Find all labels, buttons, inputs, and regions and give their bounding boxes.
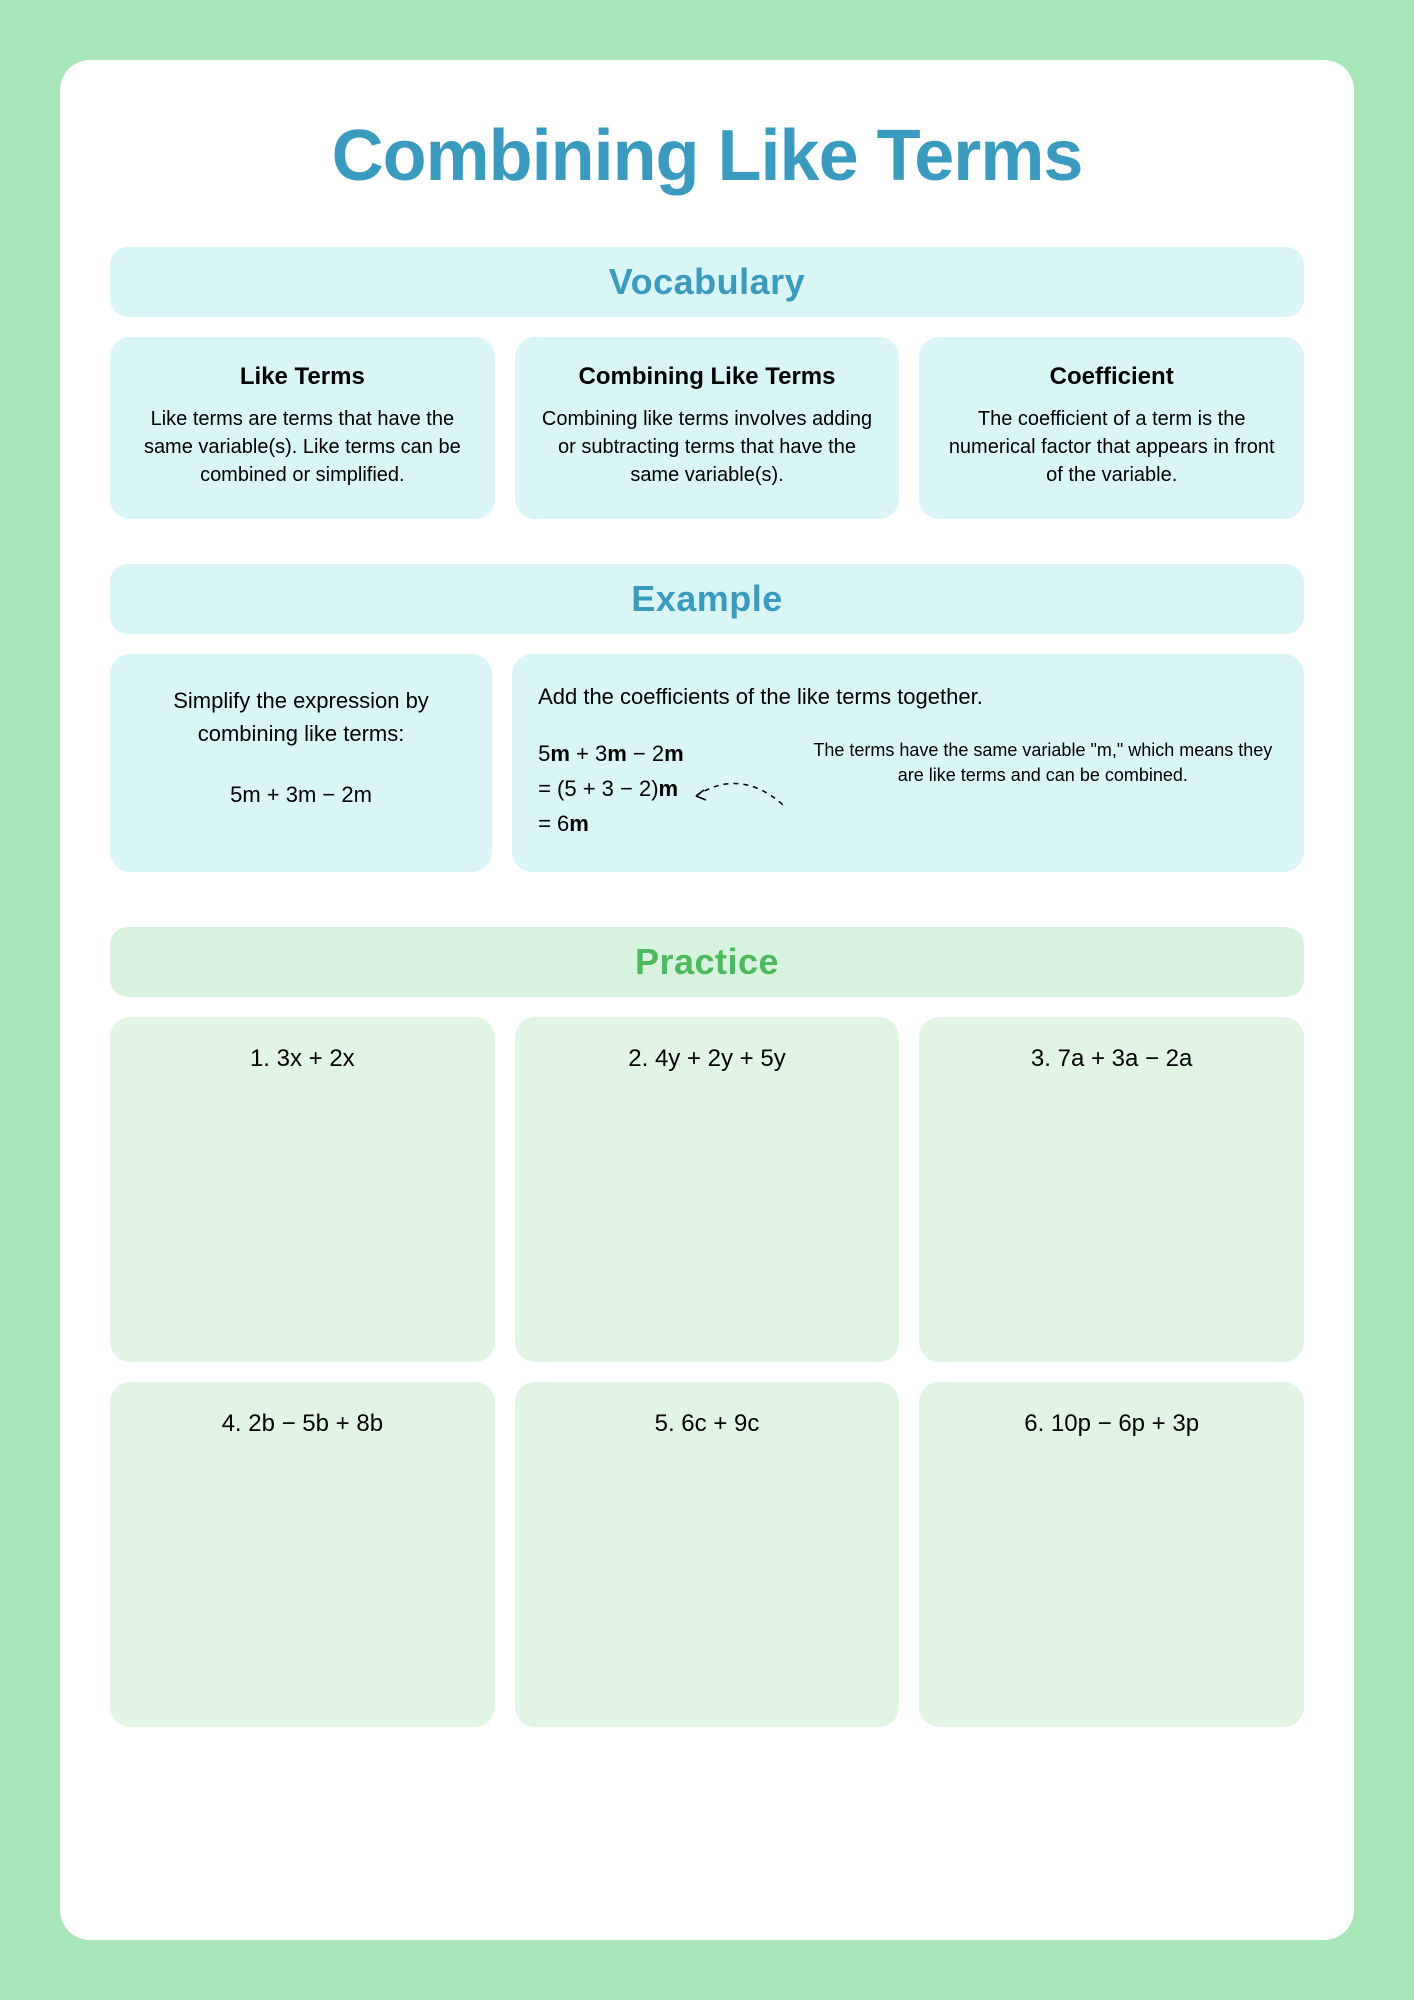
- vocab-title: Coefficient: [939, 363, 1284, 391]
- practice-problem: 6. 10p − 6p + 3p: [939, 1410, 1284, 1438]
- example-work: 5m + 3m − 2m = (5 + 3 − 2)m = 6m: [538, 736, 684, 842]
- practice-header-text: Practice: [124, 941, 1290, 983]
- example-instruction: Add the coefficients of the like terms t…: [538, 684, 1278, 710]
- vocab-title: Combining Like Terms: [535, 363, 880, 391]
- vocab-body: Combining like terms involves adding or …: [535, 405, 880, 489]
- work-line-1: 5m + 3m − 2m: [538, 736, 684, 771]
- example-annotation: The terms have the same variable "m," wh…: [808, 736, 1278, 788]
- example-prompt: Simplify the expression by combining lik…: [134, 684, 468, 750]
- practice-problem: 3. 7a + 3a − 2a: [939, 1045, 1284, 1073]
- practice-problem: 2. 4y + 2y + 5y: [535, 1045, 880, 1073]
- practice-header: Practice: [110, 927, 1304, 997]
- vocab-card-combining: Combining Like Terms Combining like term…: [515, 337, 900, 519]
- vocabulary-row: Like Terms Like terms are terms that hav…: [110, 337, 1304, 519]
- vocab-title: Like Terms: [130, 363, 475, 391]
- example-row: Simplify the expression by combining lik…: [110, 654, 1304, 872]
- work-line-2: = (5 + 3 − 2)m: [538, 771, 684, 806]
- practice-grid: 1. 3x + 2x 2. 4y + 2y + 5y 3. 7a + 3a − …: [110, 1017, 1304, 1727]
- vocab-body: The coefficient of a term is the numeric…: [939, 405, 1284, 489]
- example-work-card: Add the coefficients of the like terms t…: [512, 654, 1304, 872]
- work-line-3: = 6m: [538, 806, 684, 841]
- example-header: Example: [110, 564, 1304, 634]
- main-title: Combining Like Terms: [110, 115, 1304, 197]
- example-bottom-row: 5m + 3m − 2m = (5 + 3 − 2)m = 6m The ter…: [538, 736, 1278, 842]
- practice-card-1: 1. 3x + 2x: [110, 1017, 495, 1362]
- dashed-arrow-icon: [688, 760, 798, 820]
- vocabulary-header-text: Vocabulary: [124, 261, 1290, 303]
- practice-card-3: 3. 7a + 3a − 2a: [919, 1017, 1304, 1362]
- practice-card-6: 6. 10p − 6p + 3p: [919, 1382, 1304, 1727]
- practice-card-2: 2. 4y + 2y + 5y: [515, 1017, 900, 1362]
- vocab-card-like-terms: Like Terms Like terms are terms that hav…: [110, 337, 495, 519]
- example-prompt-card: Simplify the expression by combining lik…: [110, 654, 492, 872]
- vocab-body: Like terms are terms that have the same …: [130, 405, 475, 489]
- practice-problem: 1. 3x + 2x: [130, 1045, 475, 1073]
- practice-problem: 5. 6c + 9c: [535, 1410, 880, 1438]
- example-expression: 5m + 3m − 2m: [134, 778, 468, 811]
- practice-problem: 4. 2b − 5b + 8b: [130, 1410, 475, 1438]
- example-header-text: Example: [124, 578, 1290, 620]
- practice-card-5: 5. 6c + 9c: [515, 1382, 900, 1727]
- vocabulary-header: Vocabulary: [110, 247, 1304, 317]
- vocab-card-coefficient: Coefficient The coefficient of a term is…: [919, 337, 1304, 519]
- worksheet-page: Combining Like Terms Vocabulary Like Ter…: [60, 60, 1354, 1940]
- practice-card-4: 4. 2b − 5b + 8b: [110, 1382, 495, 1727]
